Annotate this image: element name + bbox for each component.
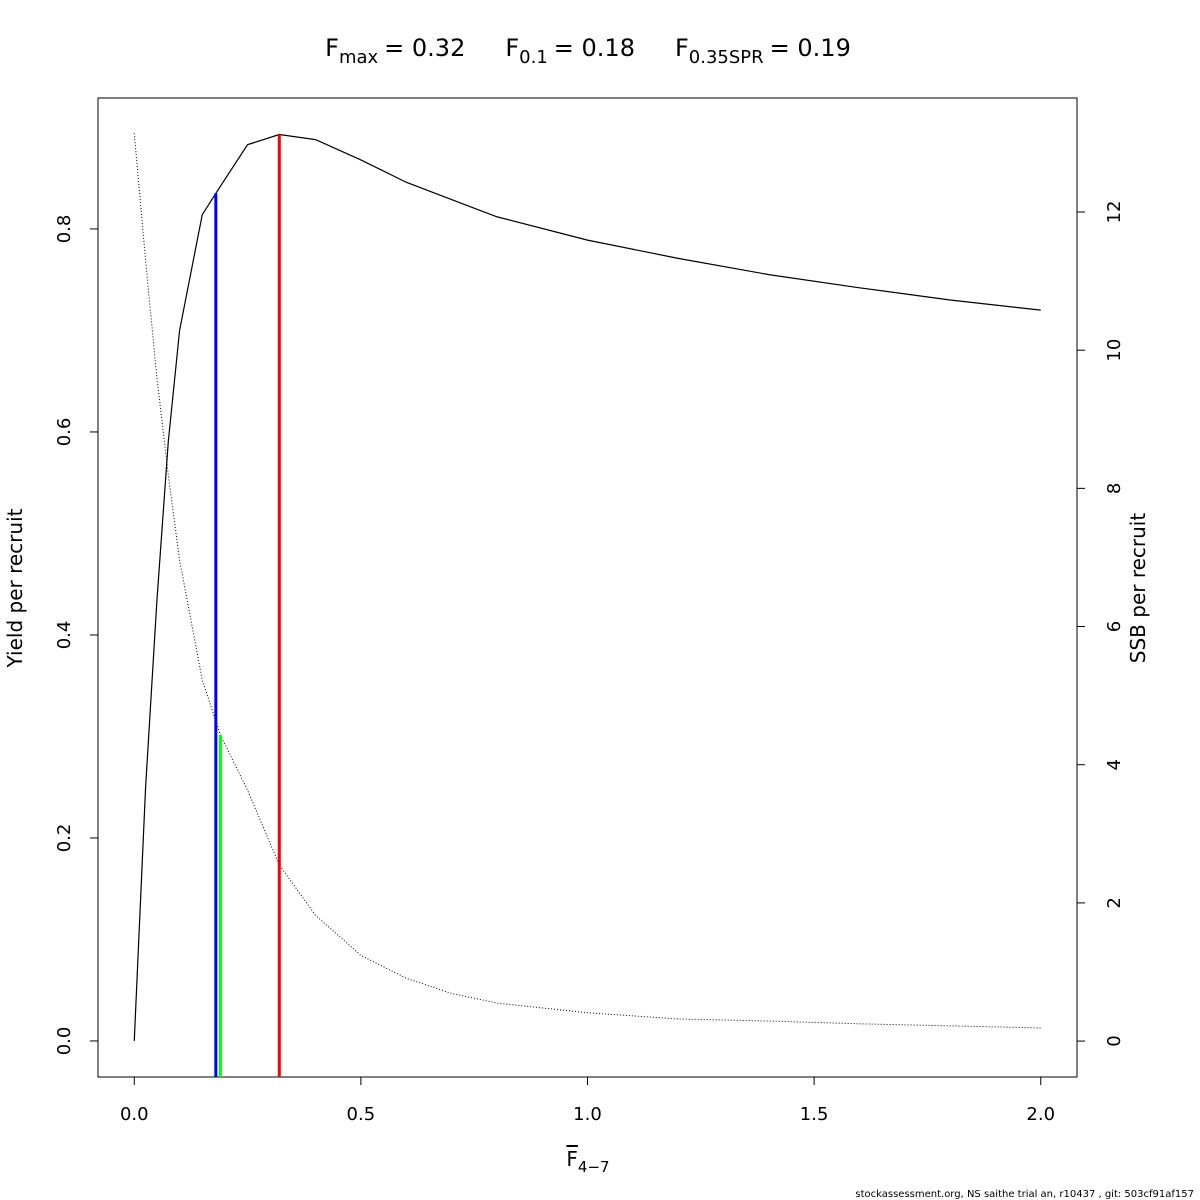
series-line (133, 133, 1041, 1029)
title-symbol: F (325, 34, 339, 62)
y2-tick-label: 10 (1104, 339, 1125, 362)
y-tick-label: 0.2 (54, 824, 75, 853)
title-value: = 0.19 (770, 34, 851, 62)
title-symbol: F (505, 34, 519, 62)
series-line (133, 133, 1041, 1041)
y-tick-label: 0.6 (54, 418, 75, 447)
y2-tick-label: 4 (1104, 759, 1125, 770)
x-tick-label: 1.5 (800, 1104, 829, 1125)
x-axis-label: F4−7 (566, 1147, 609, 1176)
y2-axis-label: SSB per recruit (1126, 513, 1150, 664)
title-value: = 0.32 (384, 34, 465, 62)
y-tick-label: 0.8 (54, 215, 75, 244)
title-value: = 0.18 (554, 34, 635, 62)
y2-tick-label: 0 (1104, 1035, 1125, 1046)
title-subscript: max (339, 47, 379, 68)
x-tick-label: 0.0 (120, 1104, 149, 1125)
x-tick-label: 0.5 (347, 1104, 376, 1125)
y2-tick-label: 12 (1104, 201, 1125, 224)
title-symbol: F (675, 34, 689, 62)
chart-title: Fmax = 0.32 F0.1 = 0.18 F0.35SPR = 0.19 (325, 34, 851, 68)
x-label-subscript: 4−7 (578, 1158, 610, 1176)
y-tick-label: 0.4 (54, 621, 75, 650)
y-tick-label: 0.0 (54, 1027, 75, 1056)
title-subscript: 0.35SPR (689, 47, 764, 68)
y2-tick-label: 6 (1104, 621, 1125, 632)
x-label-symbol: F (566, 1147, 578, 1171)
title-subscript: 0.1 (519, 47, 548, 68)
y2-tick-label: 8 (1104, 483, 1125, 494)
y2-tick-label: 2 (1104, 897, 1125, 908)
footer: stockassessment.org, NS saithe trial an,… (855, 1189, 1194, 1200)
x-tick-label: 2.0 (1026, 1104, 1055, 1125)
x-tick-label: 1.0 (573, 1104, 602, 1125)
y-axis-label: Yield per recruit (3, 508, 27, 668)
